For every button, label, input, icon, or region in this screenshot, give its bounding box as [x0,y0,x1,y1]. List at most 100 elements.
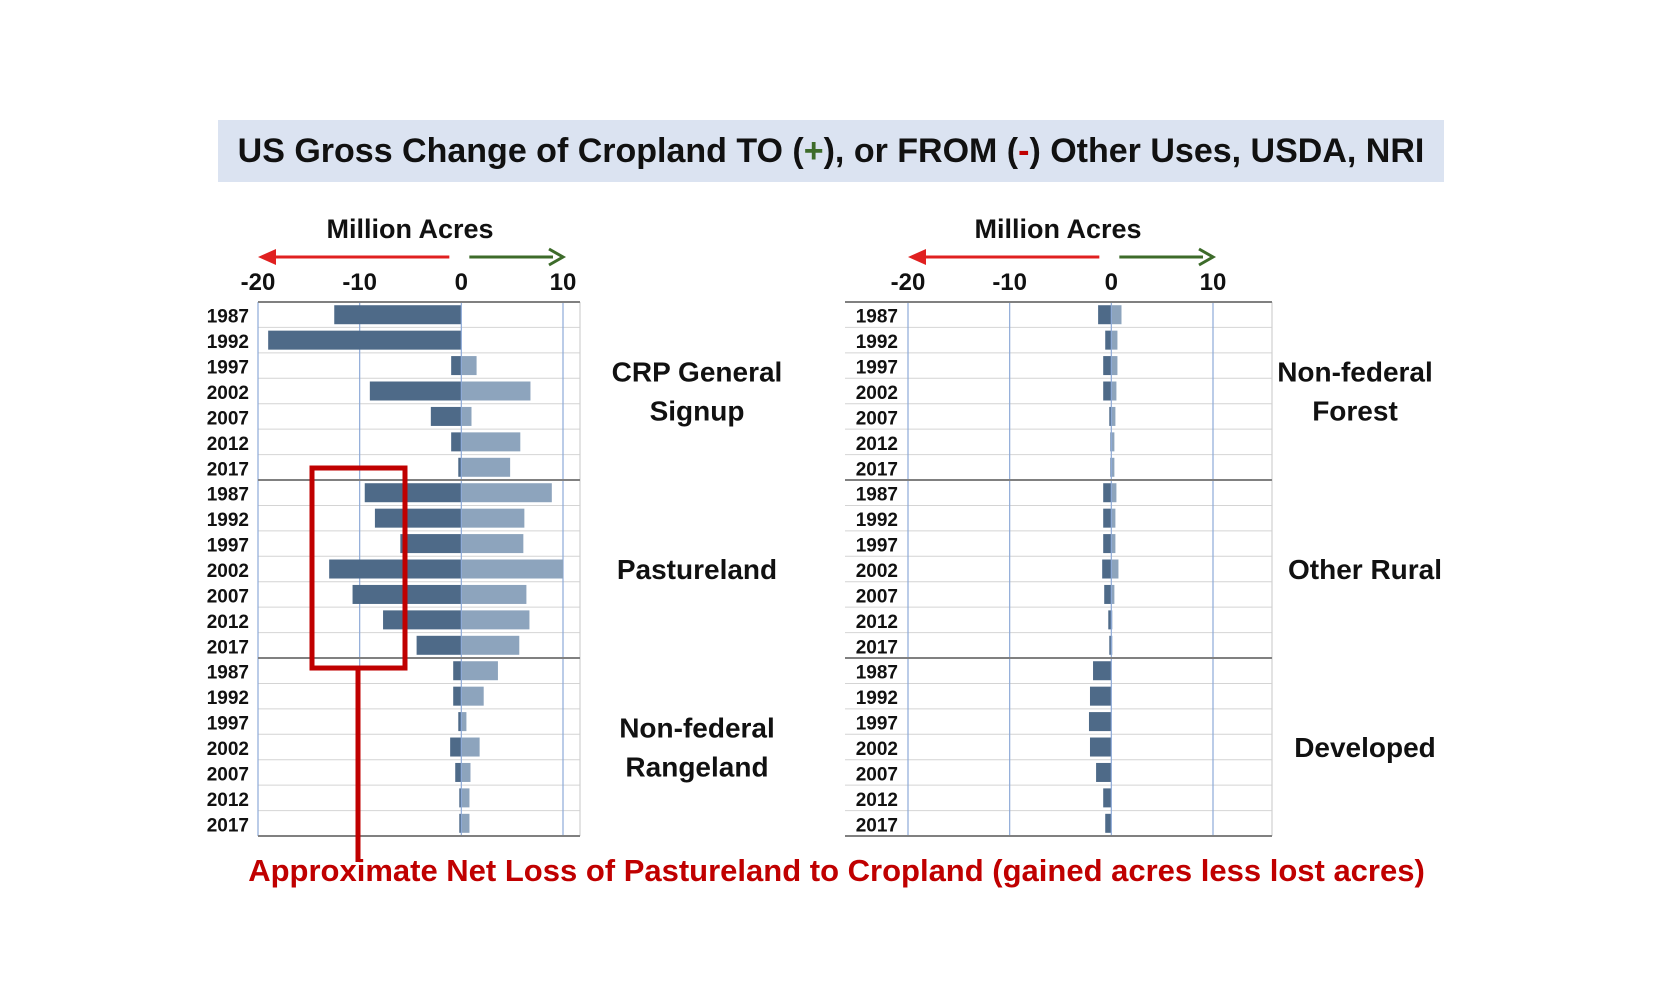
group-label: Non-federal [619,713,775,744]
year-tick-label: 1987 [856,485,898,506]
gain-bar [461,661,498,681]
year-tick-label: 2002 [207,561,249,582]
year-tick-label: 1992 [207,688,249,709]
year-tick-label: 2007 [207,586,249,607]
gain-bar [1111,483,1117,503]
gain-bar [461,686,484,706]
group-label: Pastureland [617,554,777,585]
gain-bar [461,381,531,401]
gain-bar [461,457,511,477]
year-tick-label: 1992 [856,688,898,709]
loss-bar [458,457,462,477]
gain-bar [1111,432,1115,452]
footnote: Approximate Net Loss of Pastureland to C… [248,853,1425,888]
year-tick-label: 2007 [856,764,898,785]
loss-bar [453,661,462,681]
year-tick-label: 1992 [207,332,249,353]
year-tick-label: 2017 [207,637,249,658]
year-tick-label: 1997 [856,358,898,379]
year-tick-label: 2007 [207,408,249,429]
year-tick-label: 1992 [207,510,249,531]
year-tick-label: 1987 [856,307,898,328]
year-tick-label: 2012 [207,612,249,633]
loss-bar [383,610,462,630]
year-tick-label: 2002 [856,383,898,404]
x-tick-label: -20 [891,269,926,296]
title-middle: ), or FROM ( [823,131,1019,170]
year-tick-label: 2012 [856,612,898,633]
loss-bar [364,483,462,503]
loss-bar [1103,508,1112,528]
loss-arrowhead [258,249,276,265]
year-tick-label: 1992 [856,332,898,353]
year-tick-label: 2012 [856,790,898,811]
gain-bar [1111,381,1117,401]
loss-bar [1089,686,1112,706]
loss-bar [1108,610,1112,630]
loss-bar [268,330,462,350]
loss-bar [1103,381,1112,401]
gain-bar [1111,584,1115,604]
loss-bar [1089,737,1112,757]
year-tick-label: 1987 [207,307,249,328]
gain-bar [461,712,467,732]
loss-bar [459,813,462,833]
year-tick-label: 1992 [856,510,898,531]
gain-bar [1111,305,1122,325]
loss-bar [1103,483,1112,503]
loss-bar [400,534,462,554]
group-label: Signup [650,396,745,427]
year-tick-label: 2002 [856,739,898,760]
loss-bar [1109,406,1112,426]
gain-bar [461,610,530,630]
gain-bar [461,356,477,376]
chart-panel-1: Million Acres -20 -10 0 10 1987 1992 1997 2002 20… [207,214,783,862]
loss-bar [1109,635,1112,655]
loss-bar [459,788,462,808]
x-tick-label: 10 [1200,269,1227,296]
title-plus-sign: + [803,131,824,170]
loss-bar [1103,534,1112,554]
x-tick-label: 0 [1105,269,1118,296]
title-minus-sign: - [1018,131,1030,170]
gain-bar [461,406,472,426]
loss-bar [455,762,462,782]
gain-bar [1111,559,1119,579]
title-suffix: ) Other Uses, USDA, NRI [1029,131,1425,170]
year-tick-label: 2007 [856,408,898,429]
year-tick-label: 2017 [856,637,898,658]
year-tick-label: 1997 [207,536,249,557]
year-tick-label: 2012 [207,790,249,811]
loss-bar [1104,584,1112,604]
loss-bar [450,737,462,757]
x-tick-label: 0 [455,269,468,296]
gain-bar [461,788,470,808]
year-tick-label: 2007 [207,764,249,785]
gain-bar [1111,508,1116,528]
group-label: CRP General [612,357,783,388]
loss-bar [1098,305,1112,325]
loss-bar [1088,712,1112,732]
group-label: Developed [1294,732,1436,763]
group-label: Other Rural [1288,554,1442,585]
gain-arrowhead [548,247,567,267]
year-tick-label: 1997 [207,358,249,379]
gain-bar [461,508,525,528]
loss-bar [1105,813,1112,833]
x-axis-label: Million Acres [974,214,1141,244]
year-tick-label: 1987 [856,663,898,684]
year-tick-label: 2017 [856,815,898,836]
chart-title: US Gross Change of Cropland TO (+), or F… [238,132,1425,171]
year-tick-label: 1997 [207,714,249,735]
gain-bar [1111,406,1116,426]
chart-panel-2: Million Acres -20 -10 0 10 1987 1992 1997 2002 20… [845,214,1442,838]
loss-bar [1103,356,1112,376]
loss-bar [374,508,462,528]
year-tick-label: 1987 [207,663,249,684]
year-tick-label: 2002 [207,383,249,404]
loss-bar [430,406,462,426]
gain-bar [461,635,520,655]
gain-bar [1111,457,1115,477]
loss-bar [1103,788,1112,808]
